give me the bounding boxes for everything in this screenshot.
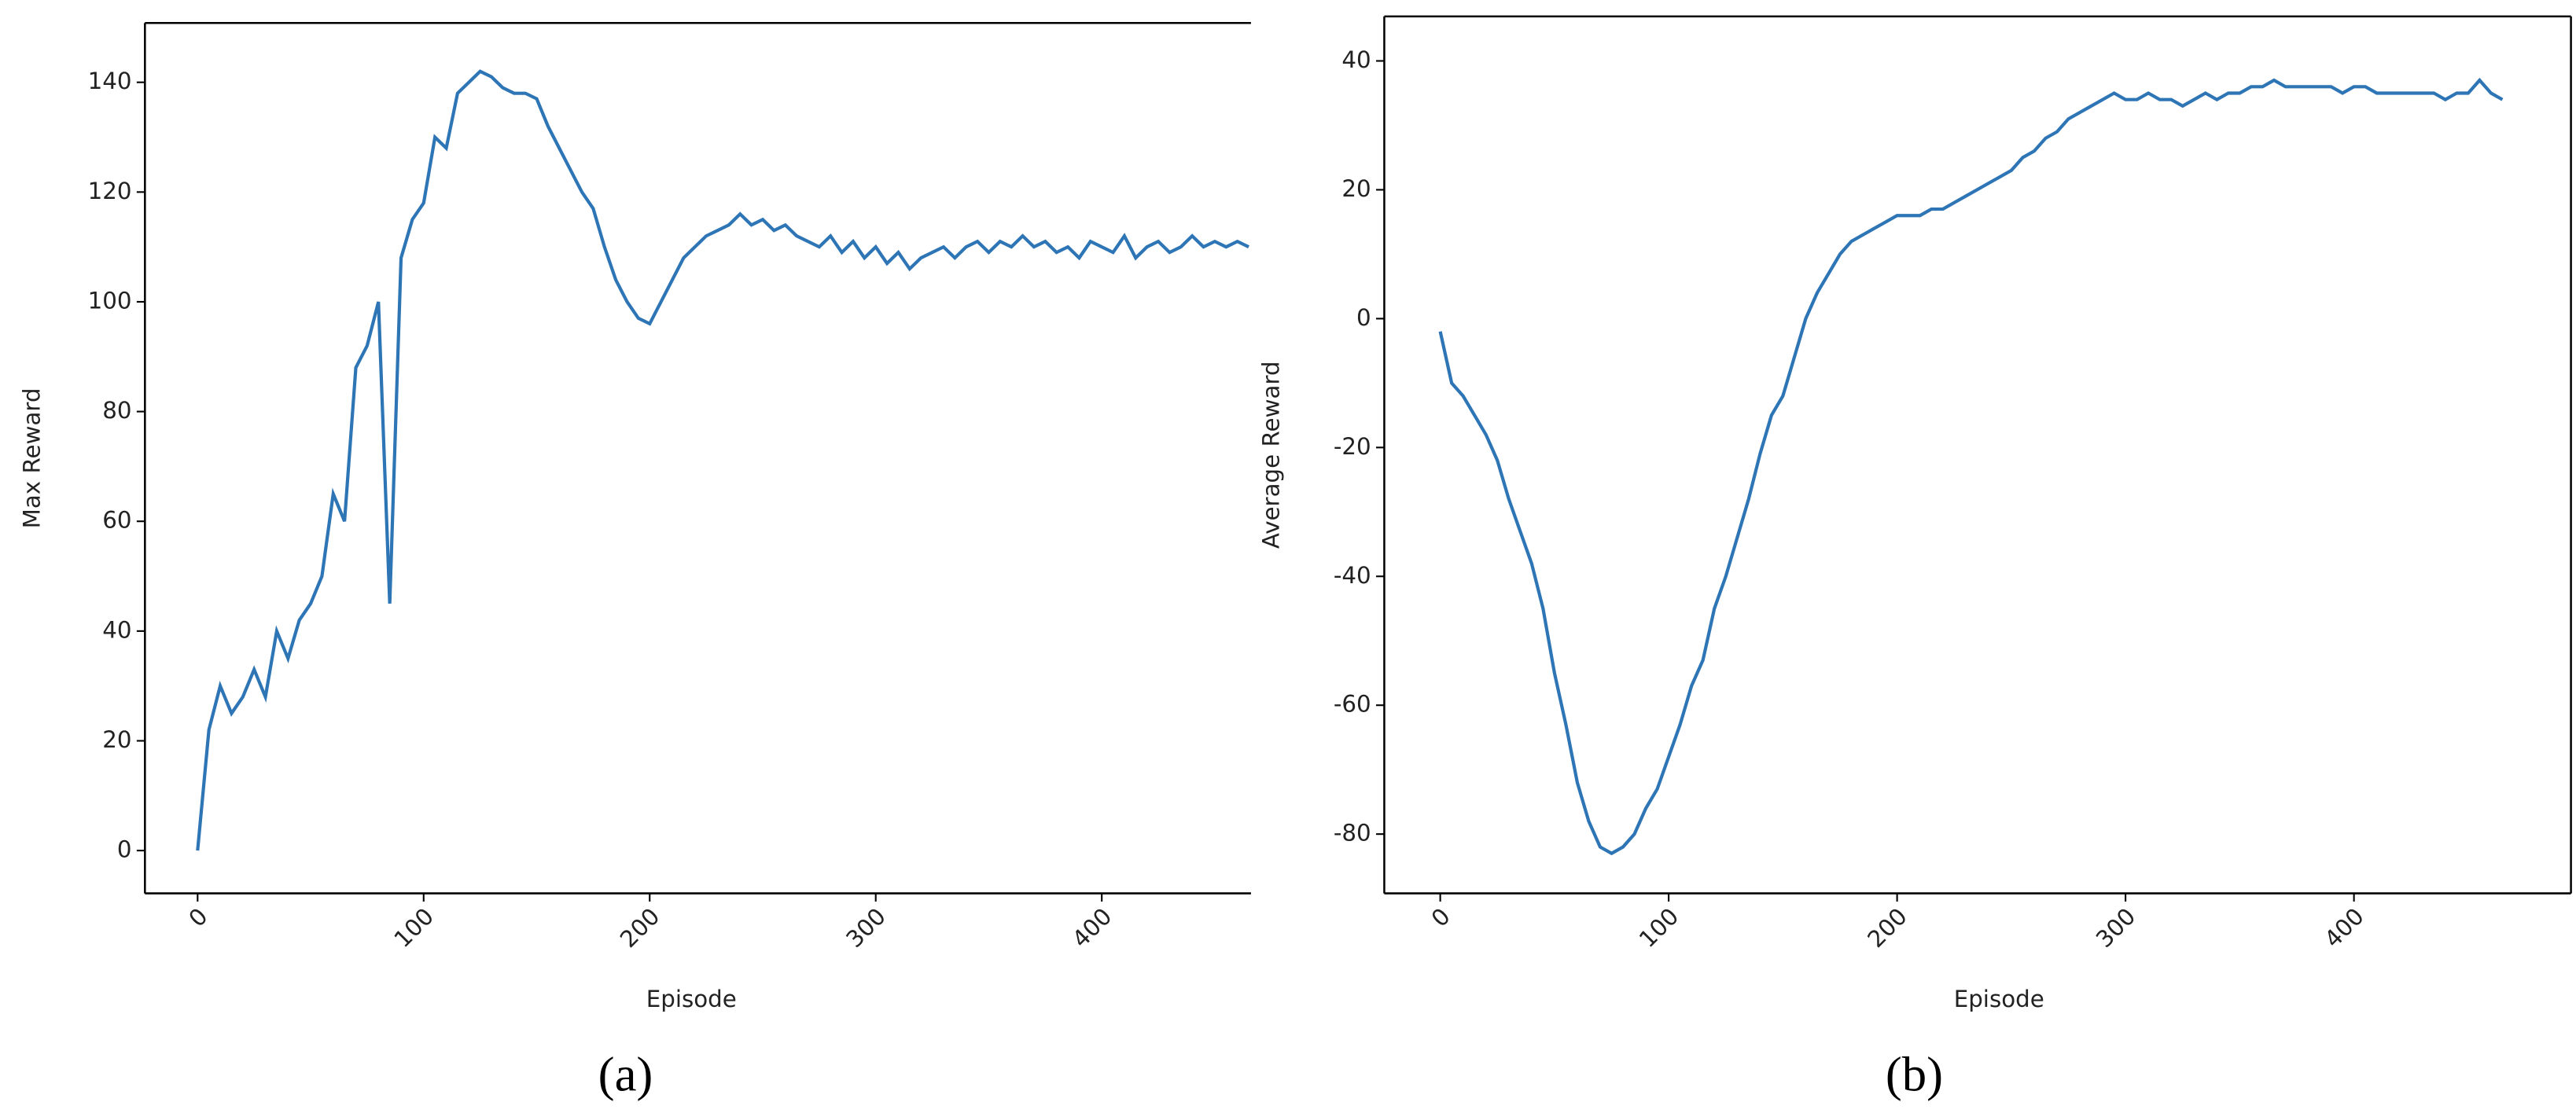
- x-tick-label: 400: [2319, 903, 2369, 953]
- y-tick-label: 0: [1356, 304, 1371, 331]
- y-tick-label: -80: [1334, 820, 1371, 847]
- y-tick-label: 40: [102, 616, 131, 643]
- y-tick-label: -60: [1334, 691, 1371, 718]
- y-tick-label: 140: [88, 68, 132, 94]
- y-tick-label: 20: [1341, 175, 1371, 202]
- x-tick-label: 400: [1067, 903, 1117, 953]
- x-tick-label: 300: [2091, 903, 2141, 953]
- x-axis-label: Episode: [1954, 986, 2044, 1012]
- x-tick-label: 100: [1634, 903, 1684, 953]
- y-tick-label: 20: [102, 726, 131, 753]
- y-tick-label: 40: [1341, 46, 1371, 73]
- x-tick-label: 0: [183, 903, 212, 932]
- x-tick-label: 300: [841, 903, 891, 953]
- caption: (a): [598, 1046, 653, 1101]
- caption: (b): [1886, 1046, 1943, 1101]
- x-tick-label: 200: [1862, 903, 1912, 953]
- y-tick-label: -40: [1334, 562, 1371, 589]
- data-line: [1438, 77, 2504, 856]
- y-tick-label: 120: [88, 178, 132, 204]
- y-axis-label: Max Reward: [18, 388, 45, 528]
- y-axis-label: Average Reward: [1258, 361, 1285, 549]
- data-line: [196, 69, 1249, 851]
- y-tick-label: -20: [1334, 433, 1371, 460]
- x-tick-label: 100: [389, 903, 440, 953]
- x-axis-label: Episode: [646, 986, 737, 1012]
- x-tick-label: 0: [1426, 903, 1455, 932]
- y-tick-label: 60: [102, 507, 131, 534]
- y-tick-label: 0: [117, 836, 132, 863]
- y-tick-label: 100: [88, 287, 132, 314]
- y-tick-label: 80: [102, 397, 131, 424]
- x-tick-label: 200: [615, 903, 665, 953]
